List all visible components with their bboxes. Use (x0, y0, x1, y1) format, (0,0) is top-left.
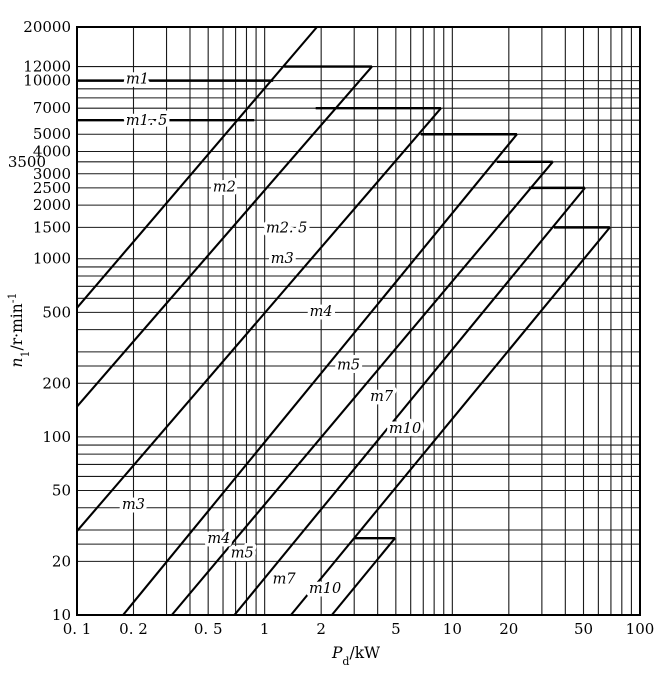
axis-tick-labels: 10 20 50 100 200 500 1000 1500 20002500300035004… (8, 18, 655, 638)
axis-titles: Pd/kW n1/r·min-1 (6, 293, 381, 668)
module-label-upper: m3 (271, 251, 294, 267)
module-label-lower: m7 (273, 572, 297, 588)
y-tick-label: 1000 (33, 250, 71, 268)
module-boundary-d6 (233, 187, 586, 616)
y-tick-label: 1500 (33, 218, 71, 236)
module-boundary-d7 (290, 226, 611, 616)
module-boundary-d2 (76, 65, 373, 408)
y-tick-label: 10 (52, 606, 71, 624)
plot-border (76, 26, 641, 616)
y-tick-label: 7000 (33, 99, 71, 117)
y-axis-title: n1/r·min-1 (6, 293, 32, 368)
y-tick-label: 500 (42, 303, 71, 321)
module-boundary-d5 (170, 161, 554, 616)
y-tick-label: 10000 (23, 72, 71, 90)
y-tick-label: 50 (52, 481, 71, 499)
module-label-lower: m5 (231, 545, 254, 561)
module-label-upper: m1 (126, 71, 149, 87)
module-label-lower: m10 (309, 581, 341, 597)
module-boundary-d8 (331, 537, 396, 616)
module-label-upper: m2. 5 (266, 220, 307, 236)
gridlines-layer (77, 27, 640, 615)
speed-cap-lines (77, 65, 610, 540)
y-tick-label: 200 (42, 374, 71, 392)
y-tick-label: 5000 (33, 125, 71, 143)
y-tick-label: 2000 (33, 196, 71, 214)
y-tick-label: 100 (42, 428, 71, 446)
x-tick-label: 0. 1 (63, 620, 92, 638)
y-tick-label: 20000 (23, 18, 71, 36)
x-tick-label: 100 (626, 620, 655, 638)
module-label-upper: m7 (370, 389, 394, 405)
module-label-upper: m10 (389, 421, 421, 437)
module-label-lower: m3 (122, 497, 145, 513)
x-axis-title: Pd/kW (331, 644, 380, 668)
y-tick-label: 12000 (23, 58, 71, 76)
x-tick-label: 20 (499, 620, 518, 638)
x-tick-label: 5 (391, 620, 401, 638)
module-label-upper: m5 (337, 357, 360, 373)
plot-frame (76, 26, 641, 616)
module-label-lower: m4 (207, 531, 230, 547)
y-tick-label: 4000 (33, 143, 71, 161)
module-boundary-d4 (122, 133, 518, 616)
module-label-upper: m1. 5 (126, 113, 167, 129)
x-tick-label: 0. 5 (194, 620, 223, 638)
x-tick-label: 10 (443, 620, 462, 638)
module-label-upper: m4 (310, 304, 333, 320)
module-boundary-d3 (76, 107, 442, 532)
module-label-upper: m2 (213, 179, 236, 195)
x-tick-label: 2 (316, 620, 326, 638)
x-tick-label: 50 (574, 620, 593, 638)
module-boundary-d1 (76, 26, 318, 309)
y-tick-label: 3500 (8, 153, 46, 171)
y-tick-label: 2500 (33, 179, 71, 197)
module-boundary-lines (76, 26, 611, 616)
y-tick-label: 3000 (33, 165, 71, 183)
x-tick-label: 0. 2 (119, 620, 148, 638)
y-tick-label: 20 (52, 552, 71, 570)
x-tick-label: 1 (260, 620, 270, 638)
